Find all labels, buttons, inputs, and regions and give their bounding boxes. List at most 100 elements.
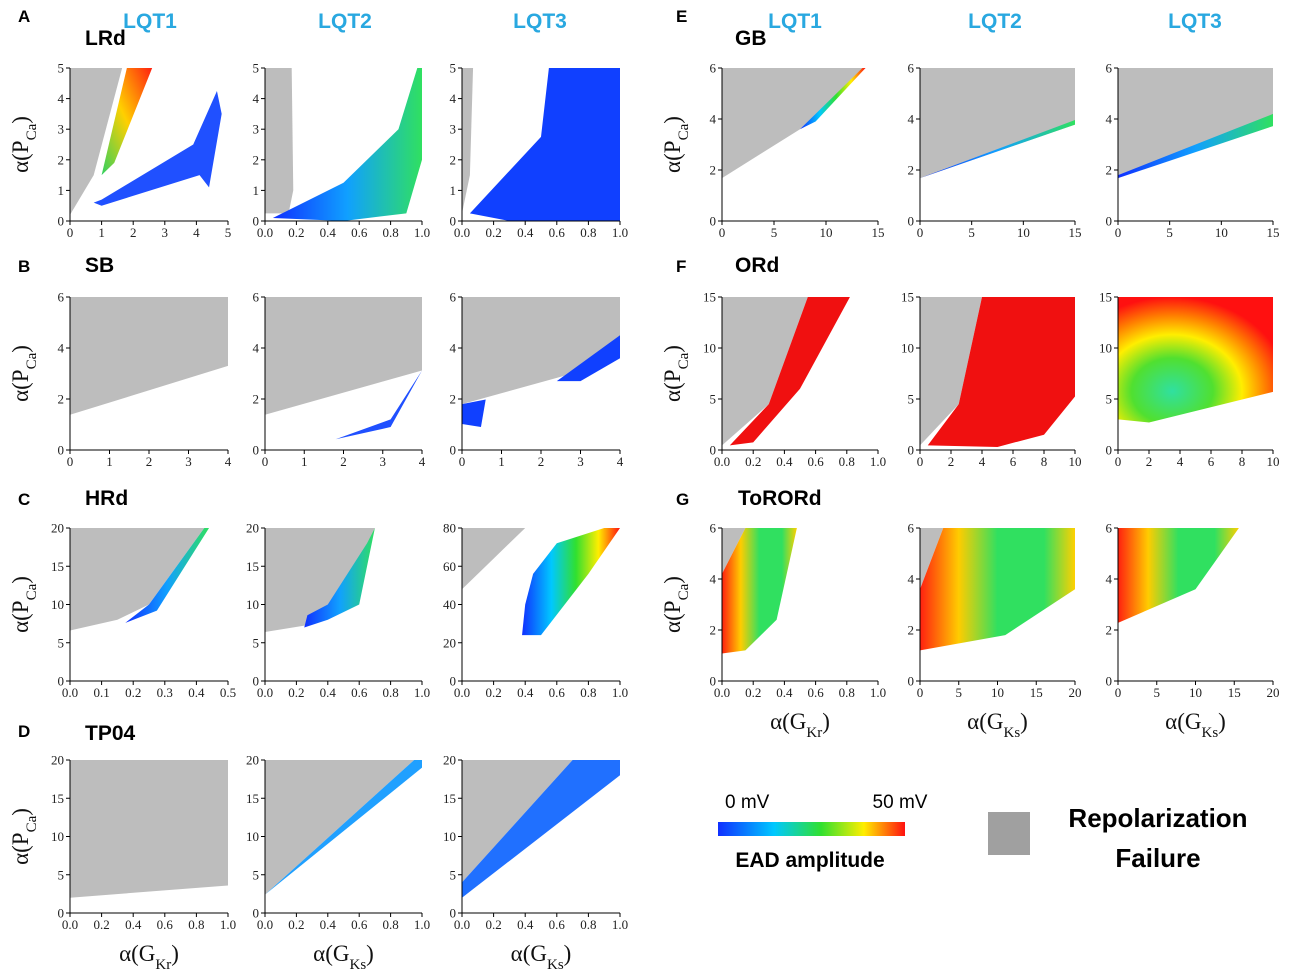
x-tick-label: 0.6 <box>549 685 566 700</box>
column-header: LQT1 <box>768 10 822 33</box>
label-text: α(P <box>8 600 33 633</box>
y-tick-label: 0 <box>450 214 457 229</box>
x-tick-label: 0.4 <box>517 685 534 700</box>
y-tick-label: 2 <box>58 152 65 167</box>
region <box>927 297 1075 447</box>
y-tick-label: 0 <box>450 674 457 689</box>
region <box>920 297 982 446</box>
y-tick-label: 10 <box>703 341 716 356</box>
region <box>722 68 866 179</box>
region <box>462 528 526 590</box>
region <box>1118 68 1273 176</box>
label-text: α(P <box>660 369 685 402</box>
region <box>1118 528 1239 623</box>
x-tick-label: 5 <box>956 685 963 700</box>
x-tick-label: 0.2 <box>745 685 761 700</box>
region <box>265 760 422 895</box>
y-tick-label: 2 <box>1106 623 1113 638</box>
y-tick-label: 20 <box>443 753 456 768</box>
subplot: 0 5 10 15 0 2 4 6 α(PCa) <box>660 61 885 241</box>
x-tick-label: 2 <box>130 225 137 240</box>
label-text: ) <box>660 116 685 124</box>
x-tick-label: 5 <box>968 225 975 240</box>
y-tick-label: 4 <box>58 341 65 356</box>
region <box>70 297 228 415</box>
y-tick-label: 10 <box>246 829 259 844</box>
x-tick-label: 10 <box>1189 685 1202 700</box>
subplot: 0.0 0.1 0.2 0.3 0.4 0.5 0 5 10 15 20 α(PCa) <box>8 521 236 701</box>
y-tick-label: 5 <box>908 392 915 407</box>
axis-label: α(PCa) <box>8 345 40 402</box>
axis-label: α(PCa) <box>660 116 692 173</box>
y-tick-label: 15 <box>1099 290 1112 305</box>
x-tick-label: 0.2 <box>288 225 304 240</box>
axis-label: α(GKr) <box>770 709 830 741</box>
subplot: 0.0 0.2 0.4 0.6 0.8 1.0 0 5 10 15 20 <box>246 521 430 701</box>
x-tick-label: 15 <box>1030 685 1043 700</box>
x-tick-label: 0.0 <box>714 685 730 700</box>
x-tick-label: 0 <box>917 454 924 469</box>
x-tick-label: 2 <box>340 454 347 469</box>
x-tick-label: 1 <box>98 225 105 240</box>
y-tick-label: 10 <box>901 341 914 356</box>
y-tick-label: 2 <box>710 623 717 638</box>
x-tick-label: 1.0 <box>870 685 886 700</box>
x-tick-label: 6 <box>1208 454 1215 469</box>
x-tick-label: 0.8 <box>580 685 596 700</box>
label-subscript: Ca <box>24 815 40 832</box>
x-tick-label: 10 <box>820 225 833 240</box>
y-tick-label: 2 <box>908 163 915 178</box>
x-tick-label: 3 <box>380 454 387 469</box>
x-tick-label: 0.8 <box>382 685 398 700</box>
region <box>265 297 422 415</box>
x-tick-label: 0 <box>67 225 74 240</box>
y-tick-label: 6 <box>710 521 717 536</box>
axis-label: α(GKs) <box>1165 709 1226 741</box>
y-tick-label: 1 <box>253 183 260 198</box>
y-tick-label: 0 <box>58 674 65 689</box>
x-tick-label: 0.0 <box>257 685 273 700</box>
label-text: ) <box>822 709 830 734</box>
label-subscript: Kr <box>155 957 171 971</box>
label-text: α(G <box>770 709 806 734</box>
x-tick-label: 0.4 <box>188 685 205 700</box>
x-tick-label: 0 <box>67 454 74 469</box>
y-tick-label: 0 <box>450 906 457 921</box>
panel-letter: A <box>18 7 30 26</box>
x-tick-label: 3 <box>185 454 192 469</box>
y-tick-label: 10 <box>1099 341 1112 356</box>
x-tick-label: 3 <box>162 225 169 240</box>
column-header: LQT2 <box>968 10 1022 33</box>
x-tick-label: 0.0 <box>257 225 273 240</box>
x-tick-label: 0.0 <box>257 917 273 932</box>
x-tick-label: 0.2 <box>288 917 304 932</box>
axis-label: α(PCa) <box>660 576 692 633</box>
panel-letter: F <box>676 257 686 276</box>
y-tick-label: 0 <box>58 906 65 921</box>
x-tick-label: 0.8 <box>580 917 596 932</box>
x-tick-label: 4 <box>225 454 232 469</box>
x-tick-label: 15 <box>1267 225 1280 240</box>
label-subscript: Ks <box>1003 725 1020 741</box>
y-tick-label: 5 <box>710 392 717 407</box>
y-tick-label: 5 <box>58 635 65 650</box>
y-tick-label: 0 <box>908 214 915 229</box>
x-tick-label: 0.0 <box>62 917 78 932</box>
x-tick-label: 1.0 <box>612 225 628 240</box>
subplot: 0 2 4 6 8 10 0 5 10 15 <box>901 290 1082 470</box>
x-tick-label: 10 <box>1069 454 1082 469</box>
x-tick-label: 2 <box>948 454 955 469</box>
axis-label: α(GKr) <box>119 941 179 971</box>
region <box>800 68 866 130</box>
y-tick-label: 4 <box>253 91 260 106</box>
axis-label: α(PCa) <box>8 808 40 865</box>
panel-letter: E <box>676 7 687 26</box>
x-tick-label: 10 <box>1017 225 1030 240</box>
y-tick-label: 2 <box>253 152 260 167</box>
region <box>522 528 620 636</box>
x-tick-label: 10 <box>1267 454 1280 469</box>
model-name: HRd <box>85 487 128 510</box>
panel-letter: D <box>18 722 30 741</box>
x-tick-label: 0 <box>917 225 924 240</box>
